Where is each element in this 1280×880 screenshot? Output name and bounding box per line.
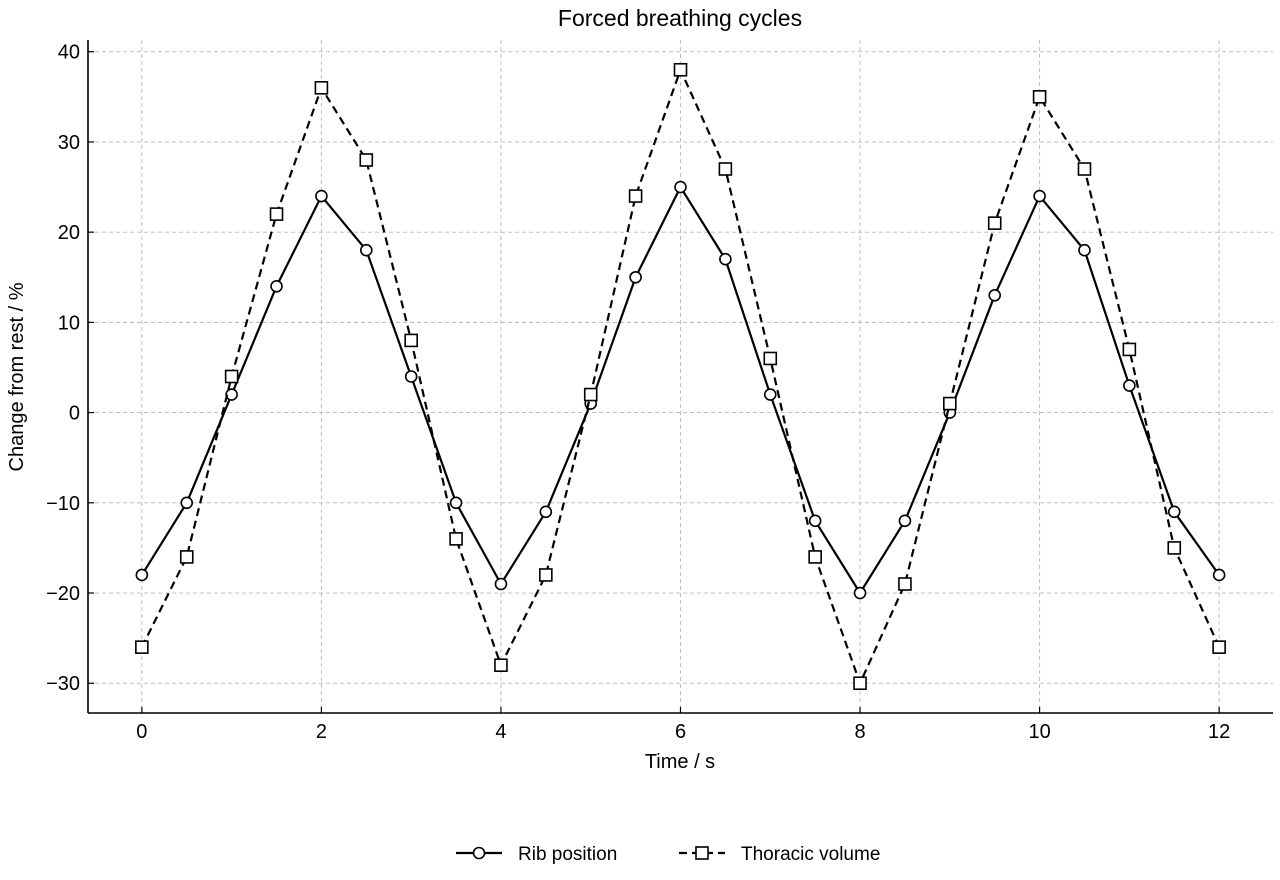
series-1-point [1078, 243, 1091, 257]
series-1-point [270, 279, 283, 293]
series-2-point [1167, 541, 1182, 555]
series-2 [135, 62, 1226, 691]
series-2-point [359, 153, 374, 167]
series-1-point [808, 514, 822, 528]
series-1-point [539, 505, 553, 519]
series-1-point [404, 370, 418, 383]
x-tick-label: 12 [1208, 721, 1230, 743]
ticks: 0 2 4 6 8 10 12 −30 −20 −10 0 10 20 30 40 [46, 42, 1230, 743]
y-tick-label: 0 [69, 403, 80, 425]
legend: Rib position Thoracic volume [456, 844, 880, 865]
legend-item-1: Rib position [456, 844, 617, 865]
y-tick-label: 10 [58, 312, 80, 334]
series-2-point [179, 550, 194, 564]
series-2-point [539, 568, 553, 582]
series-2-point [853, 676, 867, 691]
series-1-point [853, 586, 867, 600]
series-2-point [1212, 640, 1226, 654]
series-2-point [718, 162, 733, 176]
x-tick-label: 2 [316, 721, 327, 743]
series-1-point [674, 180, 687, 194]
series-1-point [359, 243, 373, 257]
legend-label: Thoracic volume [741, 844, 880, 865]
series-2-point [808, 550, 822, 564]
series-1-point [763, 388, 777, 401]
series-2-point [943, 396, 957, 411]
y-tick-label: −20 [46, 583, 80, 605]
series-2-point [494, 658, 508, 672]
series-1-point [1212, 568, 1226, 582]
series-1-point [180, 496, 194, 510]
series-1-point [494, 577, 508, 591]
series-2-point [314, 81, 329, 95]
legend-marker [472, 846, 486, 860]
series-2-point [673, 62, 688, 77]
series-2-point [224, 369, 239, 384]
series-1-point [898, 514, 912, 528]
series-2-point [1077, 162, 1092, 176]
series-2-point [898, 577, 912, 591]
series-1-point [988, 289, 1002, 302]
x-tick-label: 8 [854, 721, 865, 743]
series-1-point [135, 568, 149, 582]
series-layer [135, 62, 1226, 691]
y-axis-label: Change from rest / % [6, 282, 28, 471]
series-1 [135, 180, 1226, 600]
y-tick-label: 40 [58, 42, 80, 64]
y-tick-label: 30 [58, 132, 80, 154]
series-2-point [763, 351, 778, 366]
series-2-point [1032, 90, 1047, 104]
series-1-point [1167, 505, 1181, 519]
y-tick-label: 20 [58, 222, 80, 244]
x-axis-label: Time / s [645, 751, 715, 773]
y-tick-label: −10 [46, 493, 80, 515]
series-2-point [135, 640, 149, 654]
series-1-point [1123, 379, 1136, 392]
legend-marker [695, 846, 709, 860]
y-tick-label: −30 [46, 673, 80, 695]
chart-title: Forced breathing cycles [558, 5, 802, 31]
legend-item-2: Thoracic volume [679, 844, 880, 865]
series-2-point [1122, 342, 1137, 357]
series-1-point [629, 270, 642, 284]
series-2-point [628, 189, 643, 203]
series-1-point [315, 189, 328, 203]
legend-label: Rib position [518, 844, 617, 865]
series-1-point [225, 388, 238, 401]
series-2-point [583, 387, 598, 402]
x-tick-label: 0 [136, 721, 147, 743]
series-2-point [269, 207, 284, 221]
x-tick-label: 4 [495, 721, 506, 743]
series-2-point [449, 532, 463, 546]
x-tick-label: 10 [1028, 721, 1050, 743]
x-tick-label: 6 [675, 721, 686, 743]
series-2-point [987, 216, 1002, 230]
series-2-point [404, 333, 418, 348]
series-1-point [719, 252, 732, 266]
series-1-point [449, 496, 463, 510]
series-1-point [1033, 189, 1046, 203]
grid [88, 40, 1273, 713]
